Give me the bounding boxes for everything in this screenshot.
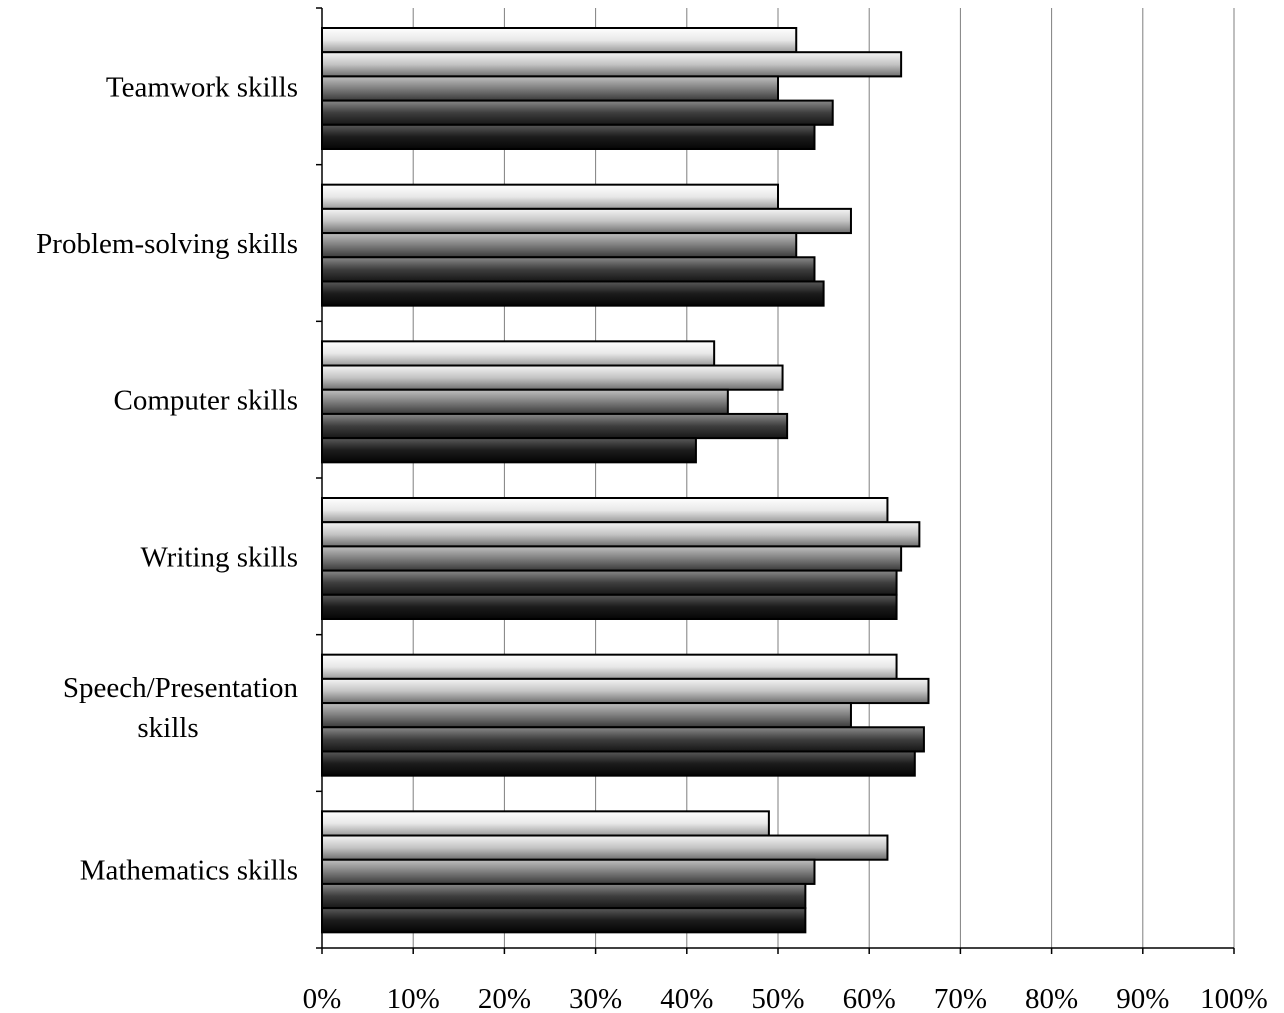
bar bbox=[321, 123, 816, 151]
x-tick-label: 70% bbox=[934, 983, 987, 1013]
bar bbox=[321, 593, 898, 620]
bar bbox=[321, 232, 798, 259]
x-tick-label: 10% bbox=[387, 983, 440, 1013]
bar bbox=[321, 412, 789, 440]
axes bbox=[316, 7, 1235, 954]
gridlines bbox=[412, 8, 1235, 948]
bar bbox=[321, 75, 779, 102]
bar bbox=[321, 810, 770, 837]
category-labels: Teamwork skills Problem-solving skills Com… bbox=[36, 71, 298, 886]
category-label: Computer skills bbox=[114, 385, 298, 417]
category-label: Mathematics skills bbox=[80, 855, 298, 887]
bar bbox=[321, 858, 816, 885]
x-tick-label: 60% bbox=[843, 983, 896, 1013]
x-tick-label: 30% bbox=[569, 983, 622, 1013]
bar bbox=[321, 256, 816, 283]
bar bbox=[321, 545, 903, 572]
bar bbox=[321, 99, 834, 126]
bar bbox=[321, 27, 798, 54]
bar bbox=[321, 183, 779, 210]
bar bbox=[321, 280, 825, 307]
bar bbox=[321, 834, 889, 861]
x-tick-label: 20% bbox=[478, 983, 531, 1013]
bar bbox=[321, 677, 930, 705]
bar bbox=[321, 702, 852, 729]
category-label: Writing skills bbox=[140, 541, 298, 573]
x-tick-label: 80% bbox=[1025, 983, 1078, 1013]
bar bbox=[321, 882, 807, 910]
x-tick-label: 0% bbox=[303, 983, 342, 1013]
x-tick-label: 100% bbox=[1200, 983, 1268, 1013]
bar bbox=[321, 340, 716, 367]
bar bbox=[321, 51, 903, 78]
bar bbox=[321, 207, 852, 235]
x-tick-label: 90% bbox=[1116, 983, 1169, 1013]
category-label: Speech/Presentation skills bbox=[63, 672, 299, 744]
bar bbox=[321, 750, 916, 777]
bar bbox=[321, 653, 898, 680]
bar bbox=[321, 437, 697, 464]
bar bbox=[321, 388, 729, 415]
bar bbox=[321, 907, 807, 934]
bar bbox=[321, 364, 784, 391]
category-label: Problem-solving skills bbox=[36, 228, 298, 260]
bar bbox=[321, 521, 921, 548]
x-tick-labels: 0% 10% 20% 30% 40% 50% 60% 70% 80% 90% 100% bbox=[303, 983, 1268, 1013]
bar bbox=[321, 497, 889, 524]
bars bbox=[321, 27, 930, 934]
bar bbox=[321, 569, 898, 596]
category-label: Teamwork skills bbox=[106, 71, 298, 103]
x-tick-label: 40% bbox=[660, 983, 713, 1013]
bar bbox=[321, 726, 925, 753]
x-tick-label: 50% bbox=[751, 983, 804, 1013]
